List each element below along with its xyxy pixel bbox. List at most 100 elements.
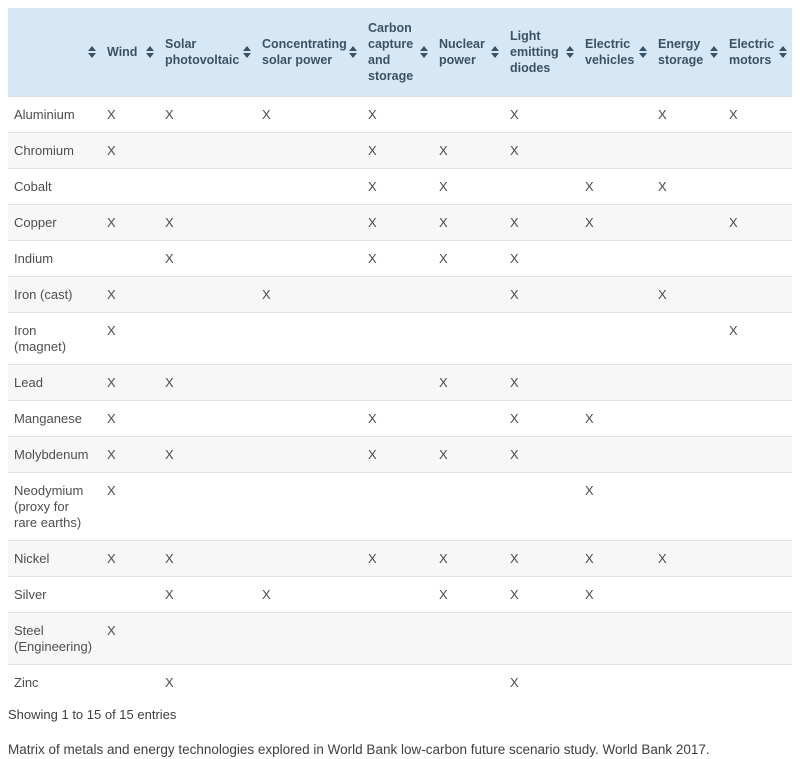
sort-icon[interactable] (566, 46, 574, 58)
cell-concentrating-solar-power (256, 133, 362, 169)
entries-status: Showing 1 to 15 of 15 entries (8, 707, 177, 722)
cell-carbon-capture-and-storage: X (368, 215, 377, 230)
column-header-electric-vehicles[interactable]: Electric vehicles (579, 8, 652, 97)
sort-desc-icon (779, 53, 787, 58)
cell-light-emitting-diodes: X (510, 107, 519, 122)
cell-light-emitting-diodes (504, 473, 579, 541)
table-row: Indium X X X X (8, 240, 792, 277)
cell-energy-storage (652, 665, 723, 701)
sort-icon[interactable] (639, 46, 647, 58)
row-label: Molybdenum (14, 447, 89, 462)
cell-solar-photovoltaic: X (165, 675, 174, 690)
cell-nuclear-power (433, 97, 504, 133)
cell-concentrating-solar-power: X (262, 107, 271, 122)
column-header-energy-storage[interactable]: Energy storage (652, 8, 723, 97)
cell-wind: X (107, 551, 116, 566)
column-header-electric-motors[interactable]: Electric motors (723, 8, 792, 97)
cell-wind: X (107, 375, 116, 390)
row-label: Aluminium (14, 107, 75, 122)
column-label: Energy storage (658, 37, 704, 67)
cell-nuclear-power (433, 277, 504, 313)
cell-electric-vehicles (579, 437, 652, 473)
cell-electric-vehicles (579, 97, 652, 133)
cell-light-emitting-diodes: X (510, 251, 519, 266)
cell-concentrating-solar-power (256, 401, 362, 437)
cell-carbon-capture-and-storage (362, 665, 433, 701)
cell-concentrating-solar-power (256, 169, 362, 205)
cell-solar-photovoltaic: X (165, 375, 174, 390)
column-header-solar-photovoltaic[interactable]: Solar photovoltaic (159, 8, 256, 97)
header-row: Wind Solar photovoltaic Concentrating sola… (8, 8, 792, 97)
cell-solar-photovoltaic: X (165, 107, 174, 122)
sort-icon[interactable] (420, 46, 428, 58)
sort-icon[interactable] (88, 46, 96, 58)
row-label: Iron (cast) (14, 287, 73, 302)
table-row: Steel (Engineering) X (8, 612, 792, 665)
sort-icon[interactable] (349, 46, 357, 58)
row-label: Nickel (14, 551, 50, 566)
row-label: Silver (14, 587, 47, 602)
table-row: Nickel X X X X X X X (8, 540, 792, 577)
cell-nuclear-power: X (439, 375, 448, 390)
cell-light-emitting-diodes (504, 313, 579, 365)
sort-asc-icon (146, 46, 154, 51)
column-header-light-emitting-diodes[interactable]: Light emitting diodes (504, 8, 579, 97)
sort-icon[interactable] (710, 46, 718, 58)
cell-solar-photovoltaic (159, 313, 256, 365)
cell-electric-vehicles: X (585, 179, 594, 194)
column-header-wind[interactable]: Wind (101, 8, 159, 97)
row-label: Copper (14, 215, 57, 230)
sort-icon[interactable] (146, 46, 154, 58)
cell-electric-motors: X (729, 323, 738, 338)
column-label: Carbon capture and storage (368, 21, 414, 83)
row-label: Iron (magnet) (14, 323, 67, 354)
sort-asc-icon (420, 46, 428, 51)
cell-wind: X (107, 143, 116, 158)
column-header-concentrating-solar-power[interactable]: Concentrating solar power (256, 8, 362, 97)
column-header-metal[interactable] (8, 8, 101, 97)
cell-light-emitting-diodes: X (510, 375, 519, 390)
cell-electric-motors (723, 541, 792, 577)
cell-solar-photovoltaic: X (165, 251, 174, 266)
table-row: Chromium X X X X (8, 132, 792, 169)
cell-concentrating-solar-power: X (262, 287, 271, 302)
table-row: Molybdenum X X X X X (8, 436, 792, 473)
sort-asc-icon (243, 46, 251, 51)
column-header-carbon-capture-and-storage[interactable]: Carbon capture and storage (362, 8, 433, 97)
cell-concentrating-solar-power (256, 665, 362, 701)
table-row: Copper X X X X X X X (8, 204, 792, 241)
cell-energy-storage (652, 205, 723, 241)
cell-electric-vehicles (579, 241, 652, 277)
sort-desc-icon (491, 53, 499, 58)
table-row: Cobalt X X X X (8, 168, 792, 205)
cell-electric-motors (723, 613, 792, 665)
table-header: Wind Solar photovoltaic Concentrating sola… (8, 8, 792, 97)
cell-wind: X (107, 287, 116, 302)
cell-nuclear-power: X (439, 447, 448, 462)
cell-nuclear-power (433, 313, 504, 365)
cell-nuclear-power: X (439, 143, 448, 158)
sort-icon[interactable] (779, 46, 787, 58)
cell-nuclear-power: X (439, 179, 448, 194)
cell-carbon-capture-and-storage: X (368, 179, 377, 194)
cell-wind (101, 665, 159, 701)
cell-energy-storage (652, 613, 723, 665)
column-label: Nuclear power (439, 37, 485, 67)
sort-asc-icon (779, 46, 787, 51)
table-row: Silver X X X X X (8, 576, 792, 613)
cell-solar-photovoltaic (159, 613, 256, 665)
sort-icon[interactable] (491, 46, 499, 58)
cell-electric-motors (723, 277, 792, 313)
cell-electric-motors (723, 577, 792, 613)
column-label: Solar photovoltaic (165, 37, 240, 67)
table-caption: Matrix of metals and energy technologies… (8, 742, 710, 757)
cell-electric-vehicles (579, 613, 652, 665)
column-header-nuclear-power[interactable]: Nuclear power (433, 8, 504, 97)
column-label: Electric motors (729, 37, 775, 67)
cell-electric-vehicles (579, 365, 652, 401)
cell-carbon-capture-and-storage: X (368, 551, 377, 566)
sort-icon[interactable] (243, 46, 251, 58)
table-row: Iron (magnet) X X (8, 312, 792, 365)
cell-electric-vehicles: X (585, 411, 594, 426)
row-label: Indium (14, 251, 54, 266)
